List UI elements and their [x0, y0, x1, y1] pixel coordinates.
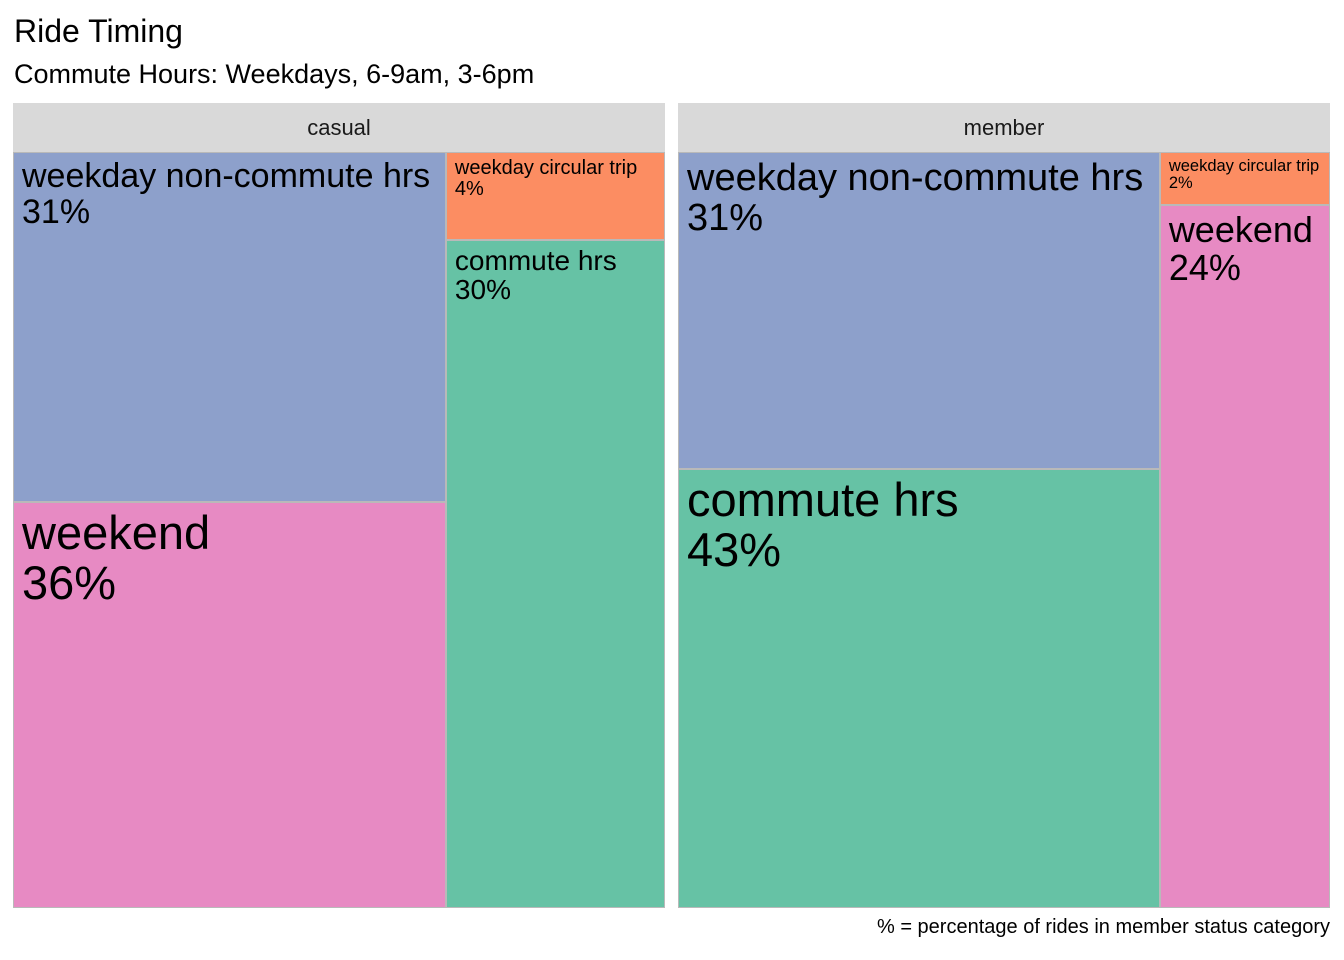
treemap-tile-weekday-non-commute-hrs: weekday non-commute hrs 31% [678, 152, 1160, 469]
tile-category-label: weekday non-commute hrs [22, 157, 431, 195]
facet-strip-label: casual [13, 103, 665, 152]
facet-strip-label: member [678, 103, 1330, 152]
treemap-area: weekday non-commute hrs 31% weekday circul… [678, 152, 1330, 908]
facet-panel-member: member weekday non-commute hrs 31% weekday … [678, 103, 1330, 908]
treemap-tile-weekday-non-commute-hrs: weekday non-commute hrs 31% [13, 152, 446, 503]
tile-percent-label: 43% [687, 522, 782, 576]
treemap-tile-weekday-circular-trip: weekday circular trip 2% [1159, 152, 1330, 205]
treemap-tile-commute-hrs: commute hrs 43% [678, 468, 1160, 908]
tile-category-label: commute hrs [454, 244, 617, 276]
tile-percent-label: 30% [454, 274, 511, 306]
tile-category-label: weekend [22, 506, 211, 560]
tile-percent-label: 2% [1168, 174, 1193, 193]
treemap-tile-weekend: weekend 24% [1159, 204, 1330, 908]
tile-percent-label: 31% [22, 193, 91, 232]
treemap-area: weekday non-commute hrs 31% weekday circul… [13, 152, 665, 908]
tile-category-label: weekday circular trip [1168, 157, 1320, 175]
tile-percent-label: 24% [1168, 247, 1241, 289]
facet-row: casual weekday non-commute hrs 31% weekday … [13, 103, 1331, 908]
tile-percent-label: 36% [22, 555, 117, 609]
tile-percent-label: 4% [454, 178, 484, 201]
tile-percent-label: 31% [687, 197, 764, 240]
tile-category-label: commute hrs [687, 472, 959, 526]
treemap-tile-weekday-circular-trip: weekday circular trip 4% [445, 152, 665, 240]
chart-caption: % = percentage of rides in member status… [876, 916, 1330, 938]
chart-title: Ride Timing [14, 13, 183, 49]
chart-subtitle: Commute Hours: Weekdays, 6-9am, 3-6pm [14, 59, 535, 89]
tile-category-label: weekday non-commute hrs [687, 157, 1144, 199]
treemap-tile-weekend: weekend 36% [13, 502, 446, 908]
treemap-tile-commute-hrs: commute hrs 30% [445, 239, 665, 908]
tile-category-label: weekend [1168, 208, 1313, 250]
facet-panel-casual: casual weekday non-commute hrs 31% weekday … [13, 103, 665, 908]
tile-category-label: weekday circular trip [454, 157, 638, 179]
